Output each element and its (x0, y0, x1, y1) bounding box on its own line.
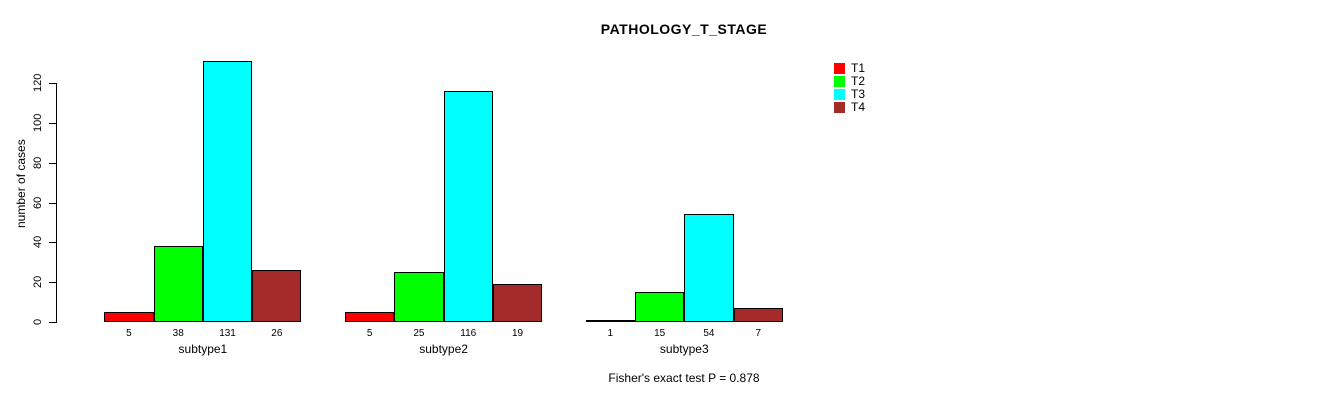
legend: T1 T2 T3 T4 (834, 61, 866, 115)
bar-value-label: 38 (172, 327, 184, 339)
y-axis-tick-label: 120 (32, 74, 44, 93)
y-axis-tick-label: 40 (32, 236, 44, 249)
legend-label-t4: T4 (851, 100, 866, 114)
bar-t3-subtype2 (443, 91, 493, 322)
category-label-subtype1: subtype1 (178, 341, 228, 356)
y-axis-tick-label: 60 (32, 196, 44, 209)
y-axis-tick (49, 281, 56, 283)
bar-value-label: 5 (126, 327, 132, 339)
bar-value-label: 1 (607, 327, 614, 339)
y-axis-tick (49, 321, 56, 323)
bar-t4-subtype1 (252, 270, 302, 322)
legend-swatch-t2 (834, 76, 845, 87)
legend-swatch-t4 (834, 102, 845, 113)
y-axis-tick-label: 0 (32, 318, 44, 325)
bar-value-label: 15 (654, 327, 666, 339)
legend-item-t1: T1 (834, 61, 866, 75)
legend-label-t2: T2 (851, 74, 866, 88)
category-label-subtype2: subtype2 (419, 341, 468, 356)
legend-swatch-t3 (834, 89, 845, 100)
bar-t4-subtype2 (492, 283, 543, 322)
bar-value-label: 131 (219, 327, 236, 339)
y-axis-tick-label: 80 (32, 156, 44, 169)
bar-value-label: 116 (460, 327, 477, 339)
y-axis-tick (49, 202, 56, 204)
y-axis-tick (49, 162, 56, 164)
bar-value-label: 19 (511, 327, 524, 339)
bar-value-label: 26 (271, 327, 283, 339)
y-axis-line (56, 83, 57, 323)
bar-value-label: 54 (703, 327, 715, 339)
category-label-subtype3: subtype3 (659, 341, 709, 356)
legend-item-t2: T2 (834, 74, 866, 88)
y-axis-tick-label: 20 (32, 275, 44, 289)
bar-t2-subtype1 (153, 246, 203, 322)
bar-t3-subtype1 (202, 61, 253, 322)
y-axis-tick (49, 83, 56, 85)
legend-swatch-t1 (834, 63, 845, 74)
legend-label-t1: T1 (851, 61, 866, 75)
legend-item-t4: T4 (834, 100, 866, 114)
bar-t1-subtype2 (345, 311, 395, 322)
bar-value-label: 7 (755, 327, 762, 339)
bar-t1-subtype3 (585, 319, 635, 322)
annotation-fishers-test: Fisher's exact test P = 0.878 (608, 371, 760, 385)
y-axis-tick (49, 242, 56, 244)
bar-t1-subtype1 (104, 311, 154, 322)
legend-item-t3: T3 (834, 87, 866, 101)
bar-t4-subtype3 (733, 307, 783, 322)
bar-t2-subtype3 (635, 291, 685, 322)
bar-t2-subtype2 (394, 272, 444, 322)
y-axis-tick-label: 100 (32, 113, 44, 133)
bar-value-label: 5 (366, 327, 373, 339)
y-axis-tick (49, 123, 56, 125)
bar-t3-subtype3 (684, 214, 734, 322)
chart-title: PATHOLOGY_T_STAGE (600, 21, 768, 37)
bar-value-label: 25 (413, 327, 425, 339)
legend-label-t3: T3 (851, 87, 866, 101)
